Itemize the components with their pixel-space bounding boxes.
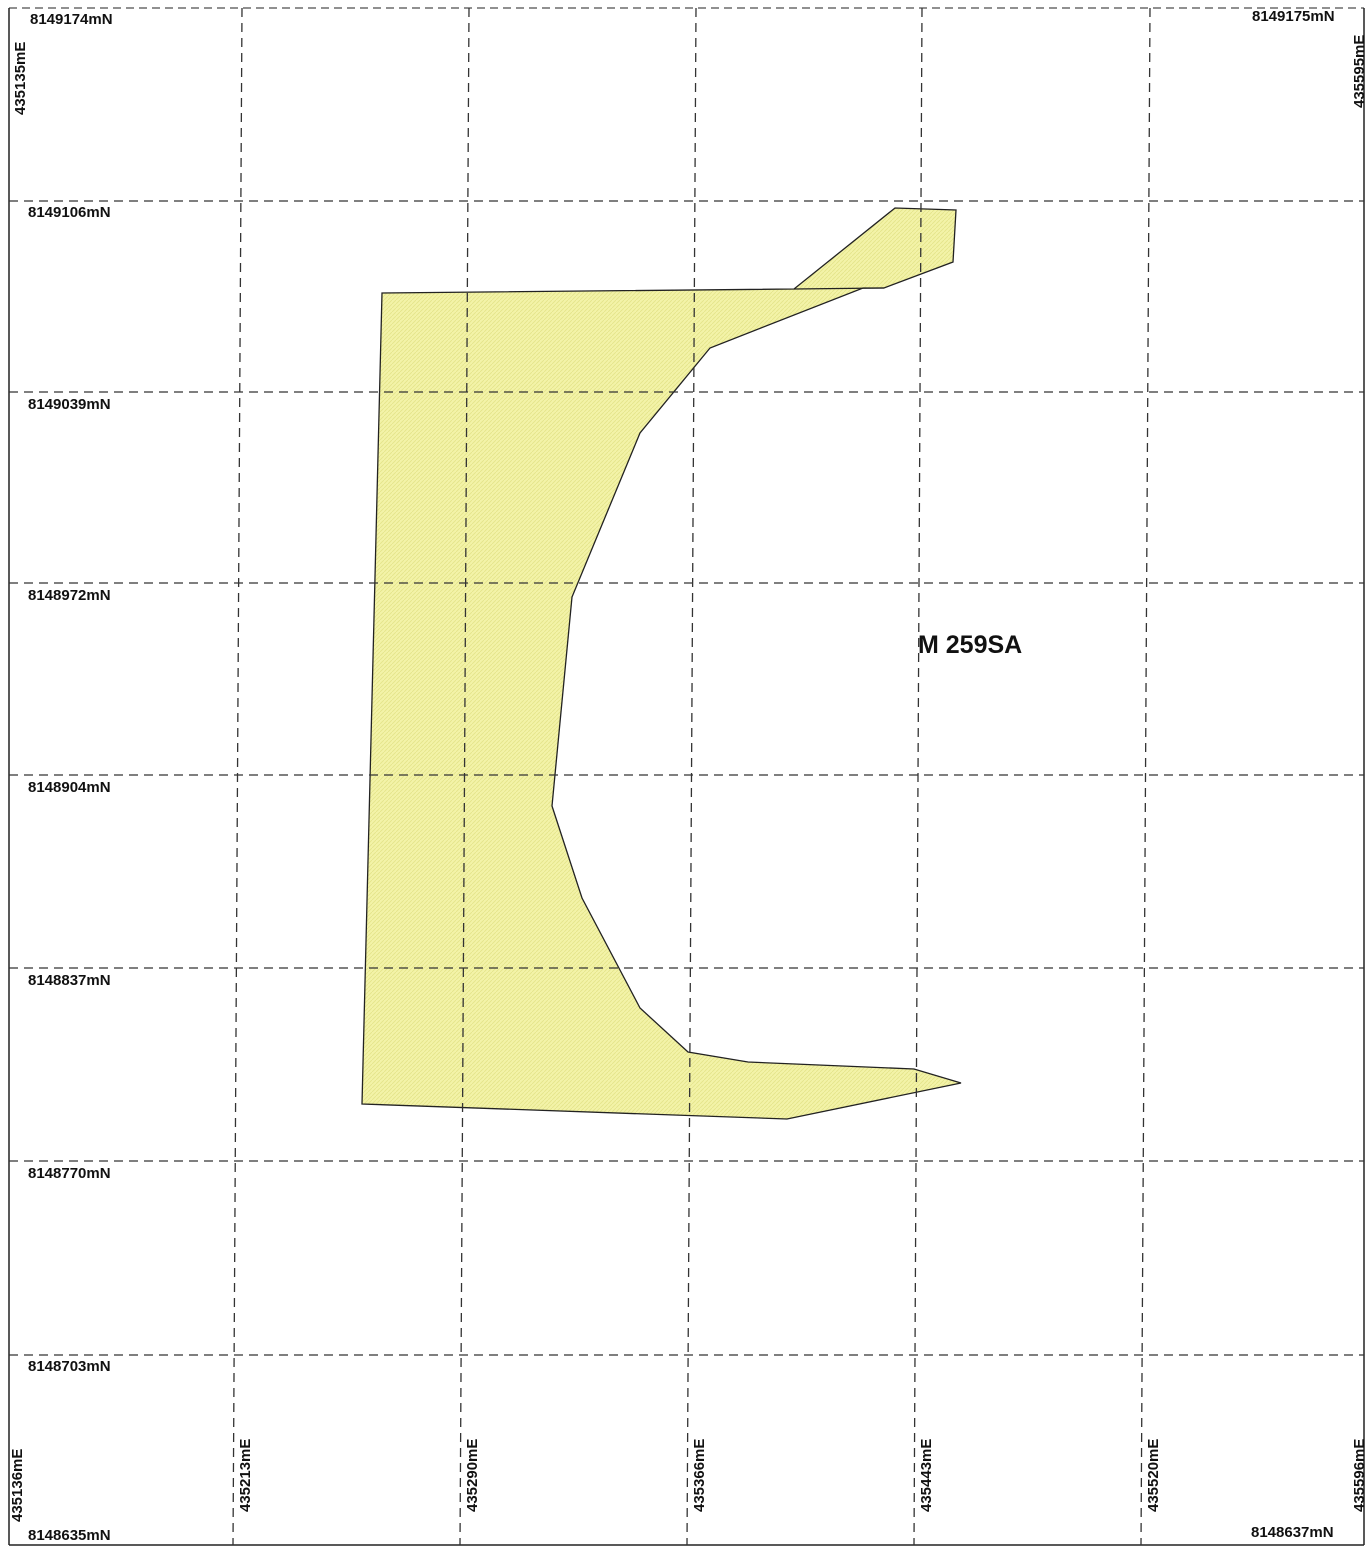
northing-label-top-left: 8149174mN bbox=[30, 11, 113, 28]
northing-label: 8148770mN bbox=[28, 1165, 111, 1182]
northing-label: 8148904mN bbox=[28, 779, 111, 796]
coordinate-grid bbox=[9, 7, 1364, 1546]
northing-label-bottom-right: 8148637mN bbox=[1251, 1524, 1334, 1541]
northing-label-top-right: 8149175mN bbox=[1252, 8, 1335, 25]
easting-label: 435520mE bbox=[1145, 1438, 1162, 1512]
easting-label: 435136mE bbox=[9, 1448, 26, 1522]
map-border bbox=[8, 7, 1365, 1546]
easting-label-bottom-right: 435596mE bbox=[1351, 1438, 1368, 1512]
easting-label: 435213mE bbox=[237, 1438, 254, 1512]
easting-label-top-right: 435595mE bbox=[1351, 34, 1368, 108]
tenement-label: M 259SA bbox=[918, 631, 1023, 659]
northing-label: 8148972mN bbox=[28, 587, 111, 604]
easting-label-top-left: 435135mE bbox=[12, 41, 29, 115]
easting-label: 435443mE bbox=[918, 1438, 935, 1512]
grid-line-v bbox=[913, 7, 923, 1546]
grid-line-v bbox=[1140, 7, 1151, 1546]
northing-label: 8148703mN bbox=[28, 1358, 111, 1375]
northing-label: 8149106mN bbox=[28, 204, 111, 221]
easting-label: 435366mE bbox=[691, 1438, 708, 1512]
easting-label: 435290mE bbox=[464, 1438, 481, 1512]
tenement-inner-line bbox=[793, 287, 885, 290]
northing-label-bottom-left: 8148635mN bbox=[28, 1527, 111, 1544]
northing-label: 8148837mN bbox=[28, 972, 111, 989]
northing-label: 8149039mN bbox=[28, 396, 111, 413]
tenement-polygon[interactable] bbox=[361, 207, 962, 1120]
grid-line-v bbox=[459, 7, 470, 1546]
grid-line-v bbox=[232, 7, 243, 1546]
grid-line-v bbox=[686, 7, 697, 1546]
